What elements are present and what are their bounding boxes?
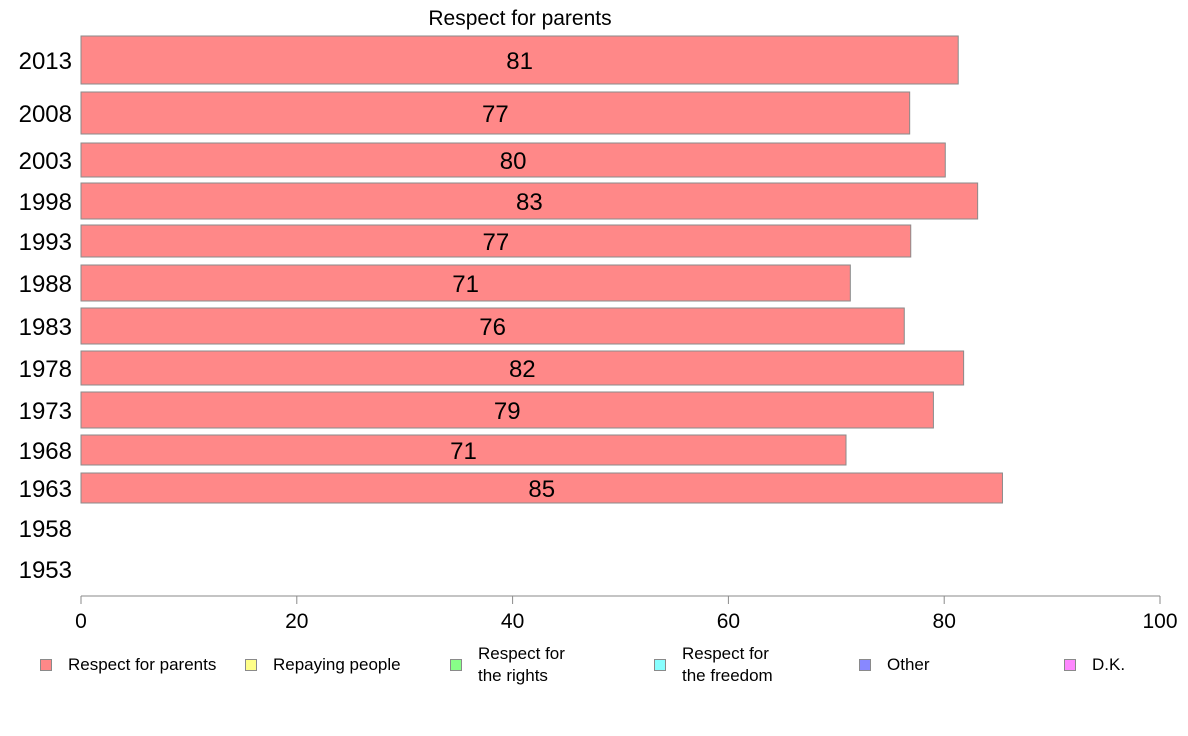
bar [80, 182, 979, 220]
legend-swatch [450, 659, 462, 671]
y-tick-label: 2008 [19, 101, 72, 128]
y-tick-label: 1968 [19, 438, 72, 465]
bar-value-label: 85 [528, 476, 555, 503]
bar [80, 307, 905, 345]
bar [80, 350, 965, 386]
bar-value-label: 83 [516, 189, 543, 216]
bar-value-label: 77 [482, 101, 509, 128]
legend-item: Respect for the freedom [654, 643, 773, 687]
legend-label: Repaying people [273, 655, 401, 674]
bar-value-label: 71 [450, 438, 477, 465]
y-tick-label: 1953 [19, 557, 72, 584]
legend-item: Respect for the rights [450, 643, 565, 687]
y-tick-label: 2003 [19, 148, 72, 175]
bar [80, 224, 912, 258]
legend-label: Respect for the freedom [682, 644, 773, 685]
bar [80, 264, 851, 302]
bars-group [80, 35, 1003, 504]
legend-item: Respect for parents [40, 654, 216, 676]
y-tick-label: 1978 [19, 356, 72, 383]
bar [80, 35, 959, 85]
x-tick-label: 80 [933, 610, 956, 633]
y-tick-label: 1988 [19, 271, 72, 298]
legend-swatch [40, 659, 52, 671]
x-tick-label: 100 [1142, 610, 1177, 633]
y-tick-label: 1958 [19, 516, 72, 543]
bar [80, 142, 946, 178]
bar [80, 391, 934, 429]
x-tick-label: 60 [717, 610, 740, 633]
y-tick-label: 1998 [19, 189, 72, 216]
legend-label: Respect for parents [68, 655, 217, 674]
bar-value-label: 77 [483, 229, 510, 256]
bar [80, 472, 1003, 504]
legend-swatch [245, 659, 257, 671]
chart-title: Respect for parents [428, 7, 611, 30]
y-tick-label: 1993 [19, 229, 72, 256]
y-axis-labels: 2013 2008 2003 1998 1993 1988 1983 1978 1973 1968… [19, 48, 72, 584]
bar-value-label: 76 [479, 314, 506, 341]
legend-swatch [859, 659, 871, 671]
y-tick-label: 1983 [19, 314, 72, 341]
legend-swatch [1064, 659, 1076, 671]
legend: Respect for parents Repaying people Respec… [0, 640, 1188, 700]
legend-label: Respect for the rights [478, 644, 565, 685]
x-tick-label: 40 [501, 610, 524, 633]
bar-chart: Respect for parents 81778083777176827971… [19, 7, 1178, 633]
y-tick-label: 2013 [19, 48, 72, 75]
bar [80, 91, 911, 135]
bar-value-label: 81 [506, 48, 533, 75]
legend-swatch [654, 659, 666, 671]
bar [80, 434, 847, 466]
bar-value-label: 71 [452, 271, 479, 298]
y-tick-label: 1963 [19, 476, 72, 503]
x-axis-ticks: 0 20 40 60 80 100 [75, 596, 1178, 633]
legend-label: D.K. [1092, 655, 1126, 674]
x-tick-label: 0 [75, 610, 87, 633]
bar-value-label: 79 [494, 398, 521, 425]
legend-item: Repaying people [245, 654, 401, 676]
bar-value-label: 82 [509, 356, 536, 383]
legend-item: Other [859, 654, 930, 676]
y-tick-label: 1973 [19, 398, 72, 425]
x-tick-label: 20 [285, 610, 308, 633]
legend-item: D.K. [1064, 654, 1125, 676]
legend-label: Other [887, 655, 930, 674]
bar-value-label: 80 [500, 148, 527, 175]
